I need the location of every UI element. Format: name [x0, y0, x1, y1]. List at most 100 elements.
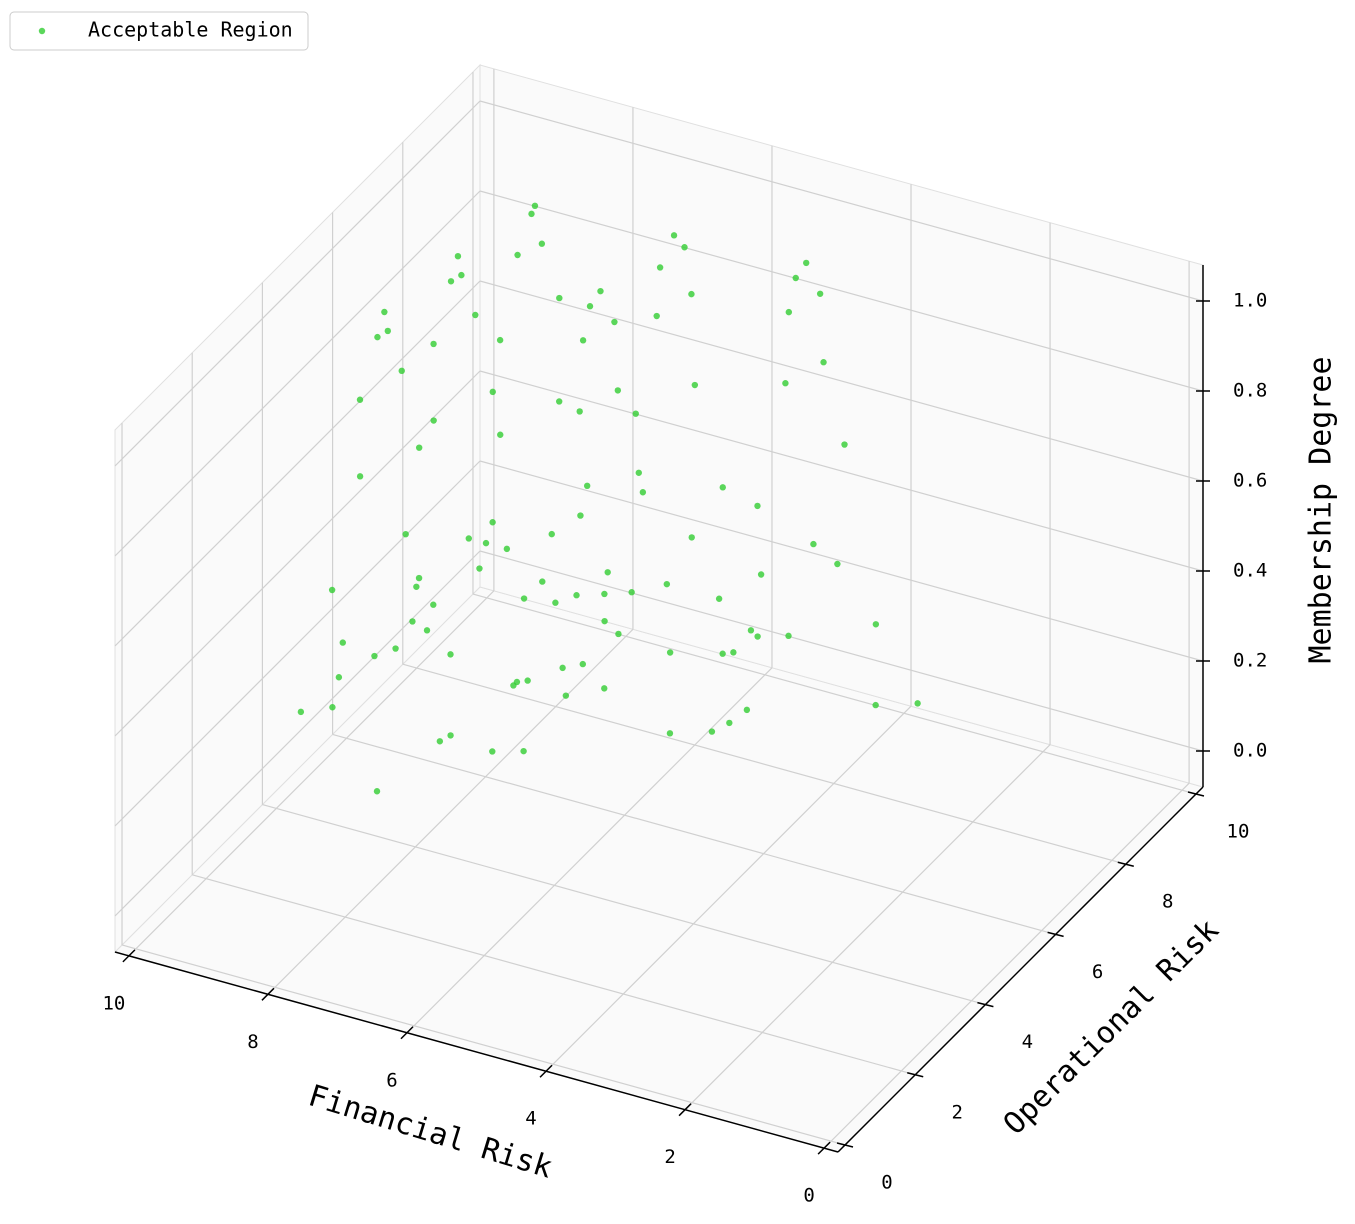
data-point [339, 639, 346, 646]
data-point [447, 278, 455, 285]
data-point [743, 706, 751, 714]
axes: 0 2 4 6 8 10 0 2 4 6 8 10 0.0 0.2 0.4 0.6 0.8 1.0 [102, 265, 1267, 1207]
data-point [615, 630, 622, 638]
data-point [792, 274, 799, 282]
x-axis-label: Financial Risk [304, 1078, 556, 1185]
grid-line [684, 744, 1051, 1111]
data-point [656, 264, 664, 271]
legend-label: Acceptable Region [88, 18, 293, 42]
grid-line [128, 590, 495, 957]
data-point [531, 202, 539, 210]
data-point [785, 308, 793, 316]
data-point [785, 632, 792, 640]
data-point [381, 308, 388, 316]
data-point [524, 677, 531, 684]
data-point [820, 359, 827, 366]
z-tick-label: 0.6 [1233, 470, 1267, 492]
grid-line [114, 280, 481, 647]
data-point [872, 621, 880, 628]
data-point [384, 327, 392, 335]
data-point [447, 651, 454, 658]
data-point [373, 788, 381, 795]
tick-mark [261, 987, 275, 1001]
data-point [586, 303, 594, 310]
data-point [628, 589, 635, 596]
data-point [681, 244, 688, 251]
data-point [688, 290, 695, 298]
y-tick-label: 4 [1022, 1031, 1033, 1053]
data-point [465, 535, 472, 542]
data-point [573, 592, 580, 599]
data-point [841, 441, 848, 448]
data-point [454, 252, 462, 260]
data-point [496, 336, 504, 344]
z-tick-label: 0.0 [1233, 740, 1267, 762]
tick-mark [836, 1142, 854, 1148]
grid [114, 68, 1204, 1149]
data-point [803, 259, 810, 267]
data-point [834, 560, 841, 568]
tick-mark [678, 1103, 692, 1117]
grid-line [114, 550, 481, 917]
data-point [691, 381, 699, 389]
data-point [356, 473, 364, 480]
data-point [719, 484, 726, 491]
data-point [556, 398, 563, 405]
z-tick-label: 0.8 [1233, 380, 1267, 402]
data-point [409, 618, 416, 625]
z-tick-label: 0.4 [1233, 560, 1267, 582]
data-point [562, 692, 570, 699]
x-tick-label: 0 [803, 1185, 814, 1207]
data-point [754, 633, 761, 640]
data-point [872, 701, 879, 709]
z-axis-label: Membership Degree [1304, 356, 1339, 663]
y-tick-label: 10 [1227, 821, 1250, 843]
data-point [601, 685, 608, 692]
grid-line [262, 804, 986, 1006]
grid-line [267, 628, 634, 995]
data-point [297, 708, 305, 716]
data-point [730, 649, 737, 656]
data-point [329, 704, 336, 711]
tick-mark [400, 1026, 414, 1040]
data-point [472, 311, 479, 319]
data-point [611, 318, 618, 326]
data-point [476, 565, 483, 572]
data-point [577, 512, 584, 519]
data-point [579, 660, 586, 668]
data-point [430, 417, 437, 424]
data-point [335, 674, 343, 681]
data-point [402, 530, 409, 538]
x-axis-line [114, 951, 839, 1153]
x-tick-label: 8 [247, 1031, 258, 1053]
data-point [663, 580, 671, 588]
x-tick-label: 10 [102, 992, 125, 1014]
data-point [436, 738, 444, 745]
grid-line [121, 944, 846, 1146]
data-point [398, 367, 405, 375]
panes [114, 63, 1204, 1153]
y-tick-label: 6 [1092, 961, 1103, 983]
y-tick-label: 2 [951, 1101, 962, 1123]
tick-mark [1117, 861, 1134, 867]
data-point [726, 719, 733, 727]
data-point [754, 502, 761, 510]
data-point [559, 664, 566, 672]
tick-mark [817, 1141, 831, 1155]
legend-marker [38, 27, 46, 35]
data-point [430, 601, 437, 608]
data-point [489, 388, 496, 396]
grid-line [114, 100, 481, 467]
data-point [489, 748, 496, 755]
grid-line [479, 460, 1204, 662]
data-point [415, 444, 423, 451]
data-point [715, 595, 723, 602]
data-point [458, 271, 465, 279]
data-point [688, 534, 695, 541]
data-point [782, 380, 789, 387]
grid-line [114, 190, 481, 557]
y-tick-label: 8 [1162, 891, 1173, 913]
y-tick-label: 0 [881, 1171, 892, 1193]
data-point [539, 578, 546, 585]
